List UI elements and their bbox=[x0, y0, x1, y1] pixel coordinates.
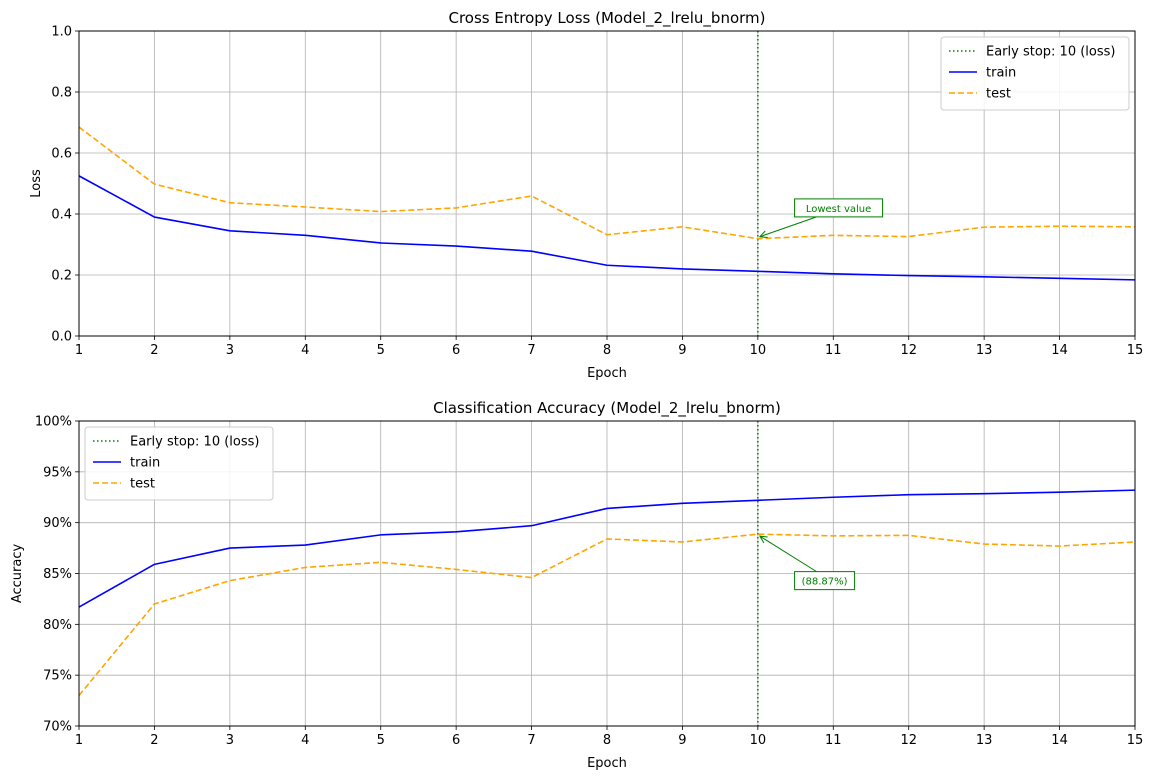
x-tick-label: 10 bbox=[750, 343, 767, 358]
y-tick-label: 0.8 bbox=[51, 86, 72, 101]
y-tick-label: 1.0 bbox=[51, 25, 72, 40]
x-tick-label: 14 bbox=[1051, 343, 1068, 358]
x-tick-label: 4 bbox=[301, 343, 309, 358]
y-tick-label: 70% bbox=[43, 720, 72, 735]
x-tick-label: 5 bbox=[377, 733, 385, 748]
chart-panel-1: 1 2 3 4 5 6 7 8 9 10 11 12 13 14 150.00.20.40.60.81.0C… bbox=[29, 9, 1143, 381]
x-tick-label: 15 bbox=[1127, 343, 1144, 358]
y-tick-label: 95% bbox=[43, 465, 72, 480]
y-axis-label: Accuracy bbox=[10, 544, 25, 604]
y-tick-label: 0.6 bbox=[51, 147, 72, 162]
x-tick-label: 9 bbox=[678, 733, 686, 748]
chart-title: Cross Entropy Loss (Model_2_lrelu_bnorm) bbox=[448, 9, 765, 28]
x-tick-label: 12 bbox=[900, 343, 917, 358]
y-tick-label: 90% bbox=[43, 516, 72, 531]
x-tick-label: 12 bbox=[900, 733, 917, 748]
x-tick-label: 15 bbox=[1127, 733, 1144, 748]
legend-label: test bbox=[130, 477, 155, 492]
x-tick-label: 2 bbox=[150, 343, 158, 358]
y-tick-label: 0.2 bbox=[51, 269, 72, 284]
x-tick-label: 6 bbox=[452, 733, 460, 748]
x-tick-label: 6 bbox=[452, 343, 460, 358]
series-line-test bbox=[78, 533, 1136, 697]
x-tick-label: 3 bbox=[226, 733, 234, 748]
x-tick-label: 8 bbox=[603, 343, 611, 358]
annotation-arrow-shaft bbox=[759, 535, 817, 573]
annotation-box bbox=[794, 198, 884, 218]
x-tick-label: 11 bbox=[825, 733, 842, 748]
x-tick-label: 7 bbox=[527, 343, 535, 358]
x-tick-label: 8 bbox=[603, 733, 611, 748]
annotation-arrow-shaft bbox=[759, 216, 817, 238]
x-tick-label: 1 bbox=[75, 733, 83, 748]
series-line-test bbox=[78, 126, 1136, 240]
annotation: Lowest value bbox=[758, 198, 884, 239]
x-tick-label: 2 bbox=[150, 733, 158, 748]
y-tick-label: 85% bbox=[43, 567, 72, 582]
series-line-train bbox=[78, 489, 1136, 608]
x-tick-label: 5 bbox=[377, 343, 385, 358]
legend-box bbox=[940, 36, 1130, 111]
y-tick-label: 0.0 bbox=[51, 330, 72, 345]
annotation-box bbox=[794, 571, 856, 591]
series-line-train bbox=[78, 175, 1136, 281]
legend-label: test bbox=[986, 87, 1011, 102]
y-tick-label: 100% bbox=[35, 415, 72, 430]
legend: Early stop: 10 (loss) train test bbox=[84, 426, 274, 501]
x-axis-label: Epoch bbox=[587, 756, 627, 771]
y-tick-label: 75% bbox=[43, 669, 72, 684]
x-tick-label: 7 bbox=[527, 733, 535, 748]
x-tick-label: 9 bbox=[678, 343, 686, 358]
x-tick-label: 10 bbox=[750, 733, 767, 748]
y-tick-label: 80% bbox=[43, 618, 72, 633]
x-axis-label: Epoch bbox=[587, 366, 627, 381]
legend-box bbox=[84, 426, 274, 501]
x-tick-label: 14 bbox=[1051, 733, 1068, 748]
annotation-arrow-head bbox=[758, 230, 768, 239]
annotation-text: (88.87%) bbox=[802, 577, 848, 588]
x-tick-label: 11 bbox=[825, 343, 842, 358]
legend-label: train bbox=[130, 456, 160, 471]
y-tick-label: 0.4 bbox=[51, 208, 72, 223]
legend-label: Early stop: 10 (loss) bbox=[986, 45, 1115, 60]
x-tick-label: 13 bbox=[976, 343, 993, 358]
y-axis-label: Loss bbox=[29, 169, 44, 198]
x-tick-label: 13 bbox=[976, 733, 993, 748]
legend-label: train bbox=[986, 66, 1016, 81]
annotation: (88.87%) bbox=[758, 535, 856, 591]
legend-label: Early stop: 10 (loss) bbox=[130, 435, 259, 450]
chart-panel-2: 1 2 3 4 5 6 7 8 9 10 11 12 13 14 1570%75%80%85%90%95%1… bbox=[10, 399, 1143, 771]
x-tick-label: 3 bbox=[226, 343, 234, 358]
legend: Early stop: 10 (loss) train test bbox=[940, 36, 1130, 111]
chart-title: Classification Accuracy (Model_2_lrelu_b… bbox=[433, 399, 781, 418]
x-tick-label: 4 bbox=[301, 733, 309, 748]
annotation-text: Lowest value bbox=[806, 204, 871, 215]
x-tick-label: 1 bbox=[75, 343, 83, 358]
annotation-arrow-head bbox=[758, 535, 768, 544]
